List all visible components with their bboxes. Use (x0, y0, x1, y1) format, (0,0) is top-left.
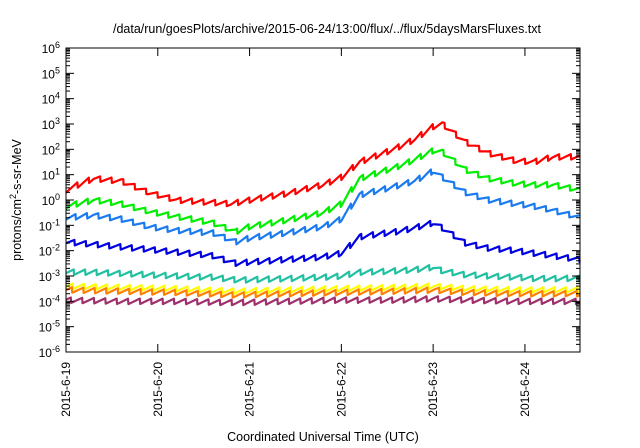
x-tick-label: 2015-6-24 (518, 362, 532, 417)
plot-frame (65, 47, 581, 353)
y-tick-label: 10-3 (39, 268, 60, 284)
series-line-3 (65, 168, 581, 246)
y-axis-label-part-1: protons/cm (10, 199, 24, 261)
x-tick-label: 2015-6-23 (426, 362, 440, 417)
series-line-8 (65, 295, 581, 307)
y-axis-label-superscript: 2 (8, 194, 18, 199)
x-tick-label: 2015-6-21 (243, 362, 257, 417)
x-axis-label: Coordinated Universal Time (UTC) (227, 430, 419, 444)
x-tick-label: 2015-6-19 (59, 362, 73, 417)
y-tick-label: 10-6 (39, 344, 60, 360)
axes-layer: 10-6 10-5 10-4 10-3 10-2 10-1 100 101 102 103 104 1… (39, 40, 581, 417)
y-tick-label: 102 (42, 141, 60, 157)
series-layer (65, 121, 581, 307)
y-tick-label: 10-5 (39, 319, 60, 335)
series-line-6 (65, 282, 581, 295)
x-tick-label: 2015-6-20 (151, 362, 165, 417)
y-tick-label: 103 (42, 116, 60, 132)
series-line-7 (65, 286, 581, 299)
y-tick-label: 101 (42, 167, 60, 183)
series-line-1 (65, 121, 581, 208)
y-tick-label: 106 (42, 40, 60, 56)
y-tick-label: 10-1 (39, 217, 60, 233)
series-line-5 (65, 264, 581, 284)
y-tick-label: 105 (42, 65, 60, 81)
x-tick-label: 2015-6-22 (334, 362, 348, 417)
y-axis-label-part-2: -s-sr-MeV (10, 138, 24, 194)
y-tick-label: 100 (42, 192, 60, 208)
y-tick-label: 10-2 (39, 243, 60, 259)
chart-title: /data/run/goesPlots/archive/2015-06-24/1… (113, 22, 542, 36)
series-line-4 (65, 219, 581, 267)
y-tick-label: 104 (42, 91, 60, 107)
y-tick-label: 10-4 (39, 293, 60, 309)
series-line-2 (65, 147, 581, 235)
y-axis-label: protons/cm2-s-sr-MeV (8, 138, 24, 260)
